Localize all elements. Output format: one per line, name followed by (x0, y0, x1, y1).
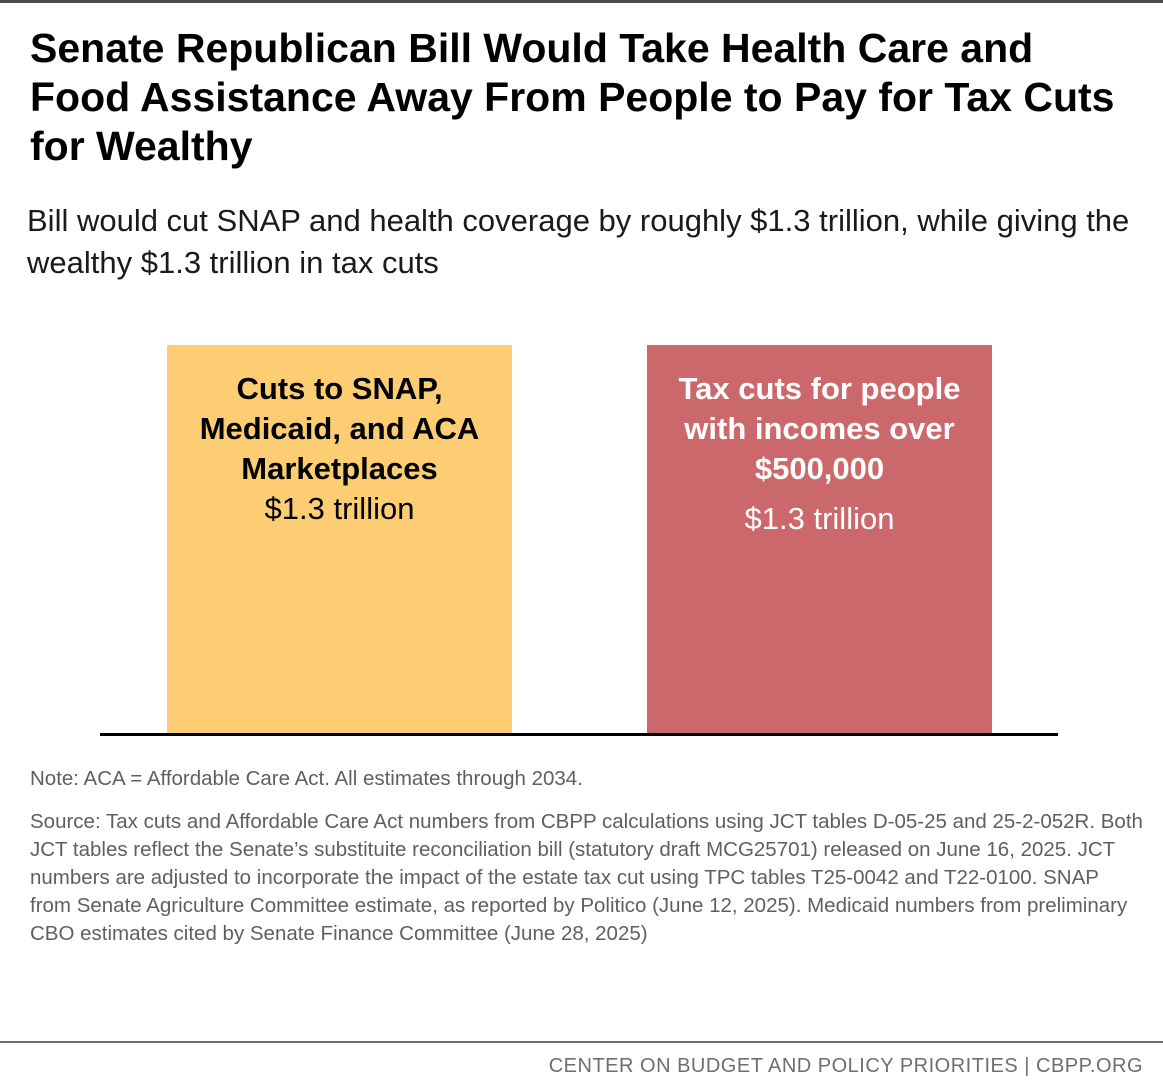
bar-category-label: Cuts to SNAP, Medicaid, and ACA Marketpl… (199, 371, 480, 486)
chart-subtitle: Bill would cut SNAP and health coverage … (27, 203, 1130, 280)
chart-source: Source: Tax cuts and Affordable Care Act… (30, 810, 1143, 945)
chart-note: Note: ACA = Affordable Care Act. All est… (30, 767, 583, 790)
chart-title: Senate Republican Bill Would Take Health… (30, 25, 1115, 169)
bar-annotation-tax-cuts-wealthy: Tax cuts for people with incomes over $5… (657, 369, 982, 539)
bar-annotation-snap-medicaid-aca: Cuts to SNAP, Medicaid, and ACA Marketpl… (167, 369, 512, 529)
footer-credit: CENTER ON BUDGET AND POLICY PRIORITIES |… (548, 1055, 1143, 1077)
bar-category-label: Tax cuts for people with incomes over $5… (678, 371, 961, 486)
bottom-rule (0, 1041, 1163, 1043)
bar-value-label: $1.3 trillion (744, 501, 895, 536)
top-rule (0, 0, 1163, 3)
bar-value-label: $1.3 trillion (264, 491, 415, 526)
